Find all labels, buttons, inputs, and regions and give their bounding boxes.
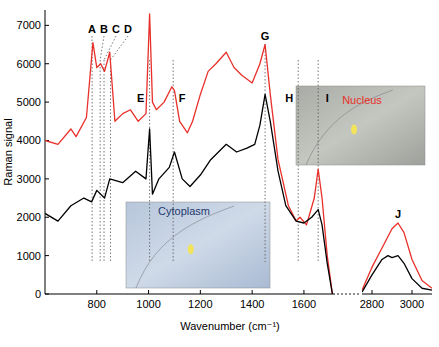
x-tick [148,290,149,294]
y-tick-label: 7000 [17,19,41,31]
peak-label: B [100,23,108,35]
peak-line [318,60,319,262]
peak-label: G [261,30,270,42]
axis-break [341,293,343,295]
peak-label: C [112,23,120,35]
peak-label: F [179,92,186,104]
x-tick-label: 1400 [240,298,264,310]
inset-background [126,202,270,288]
peak-line [104,60,105,262]
y-tick-label: 0 [35,288,41,300]
peak-markers: J [395,208,401,220]
inset-image: Nucleus [296,86,425,165]
y-tick [45,217,49,218]
y-tick [45,25,49,26]
laser-spot [188,244,194,254]
inset-image: Cytoplasm [126,202,270,288]
y-tick [45,178,49,179]
axis-break [337,293,339,295]
peak-markers: ABCD E F G H I [88,23,329,262]
peak-label: D [124,23,132,35]
y-tick [45,102,49,103]
peak-label: J [395,208,401,220]
x-tick-label: 3000 [400,298,424,310]
x-tick-label: 800 [88,298,106,310]
chart: Nucleus Cytoplasm 0 1000 2000 3000 4000 5000 600… [0,0,439,347]
y-axis [45,10,46,294]
inset-background [296,86,425,165]
axis-break [345,293,347,295]
x-tick [412,290,413,294]
peak-line [100,60,101,262]
x-tick [303,290,304,294]
peak-label: I [326,92,329,104]
series-group [362,223,432,292]
y-tick-label: 2000 [17,211,41,223]
x-tick-label: 2800 [360,298,384,310]
y-tick-label: 6000 [17,58,41,70]
laser-spot [351,124,357,134]
x-axis [45,294,335,295]
inset-label: Cytoplasm [158,205,210,217]
peak-label: H [285,92,293,104]
y-tick-label: 1000 [17,250,41,262]
cell-outline [306,90,393,165]
y-tick [45,63,49,64]
peak-label: A [88,23,96,35]
inset-label: Nucleus [342,94,382,106]
x-tick [252,290,253,294]
x-tick [96,290,97,294]
x-axis-title: Wavenumber (cm⁻¹) [180,320,280,332]
x-tick [372,290,373,294]
peak-line [149,60,150,262]
peak-line [298,60,299,262]
y-tick-label: 5000 [17,96,41,108]
axis-break [349,293,351,295]
peak-leader [111,36,128,60]
x-tick-label: 1200 [188,298,212,310]
cell-outline [136,206,234,288]
peak-line [265,44,266,262]
x-tick-label: 1000 [136,298,160,310]
peak-line [110,60,111,262]
spectrum-line [362,256,432,292]
x-tick [200,290,201,294]
spectrum-line [45,94,332,294]
spectrum-line [45,14,332,294]
y-tick [45,294,49,295]
axis-break [353,293,355,295]
axis-break [357,293,359,295]
peak-leader [100,36,104,60]
x-tick-label: 1600 [292,298,316,310]
peak-label: E [137,92,144,104]
y-tick-label: 4000 [17,134,41,146]
y-tick-label: 3000 [17,173,41,185]
series-group [45,14,332,294]
y-tick [45,255,49,256]
peak-line [92,60,93,262]
y-axis-title: Raman signal [2,118,14,185]
